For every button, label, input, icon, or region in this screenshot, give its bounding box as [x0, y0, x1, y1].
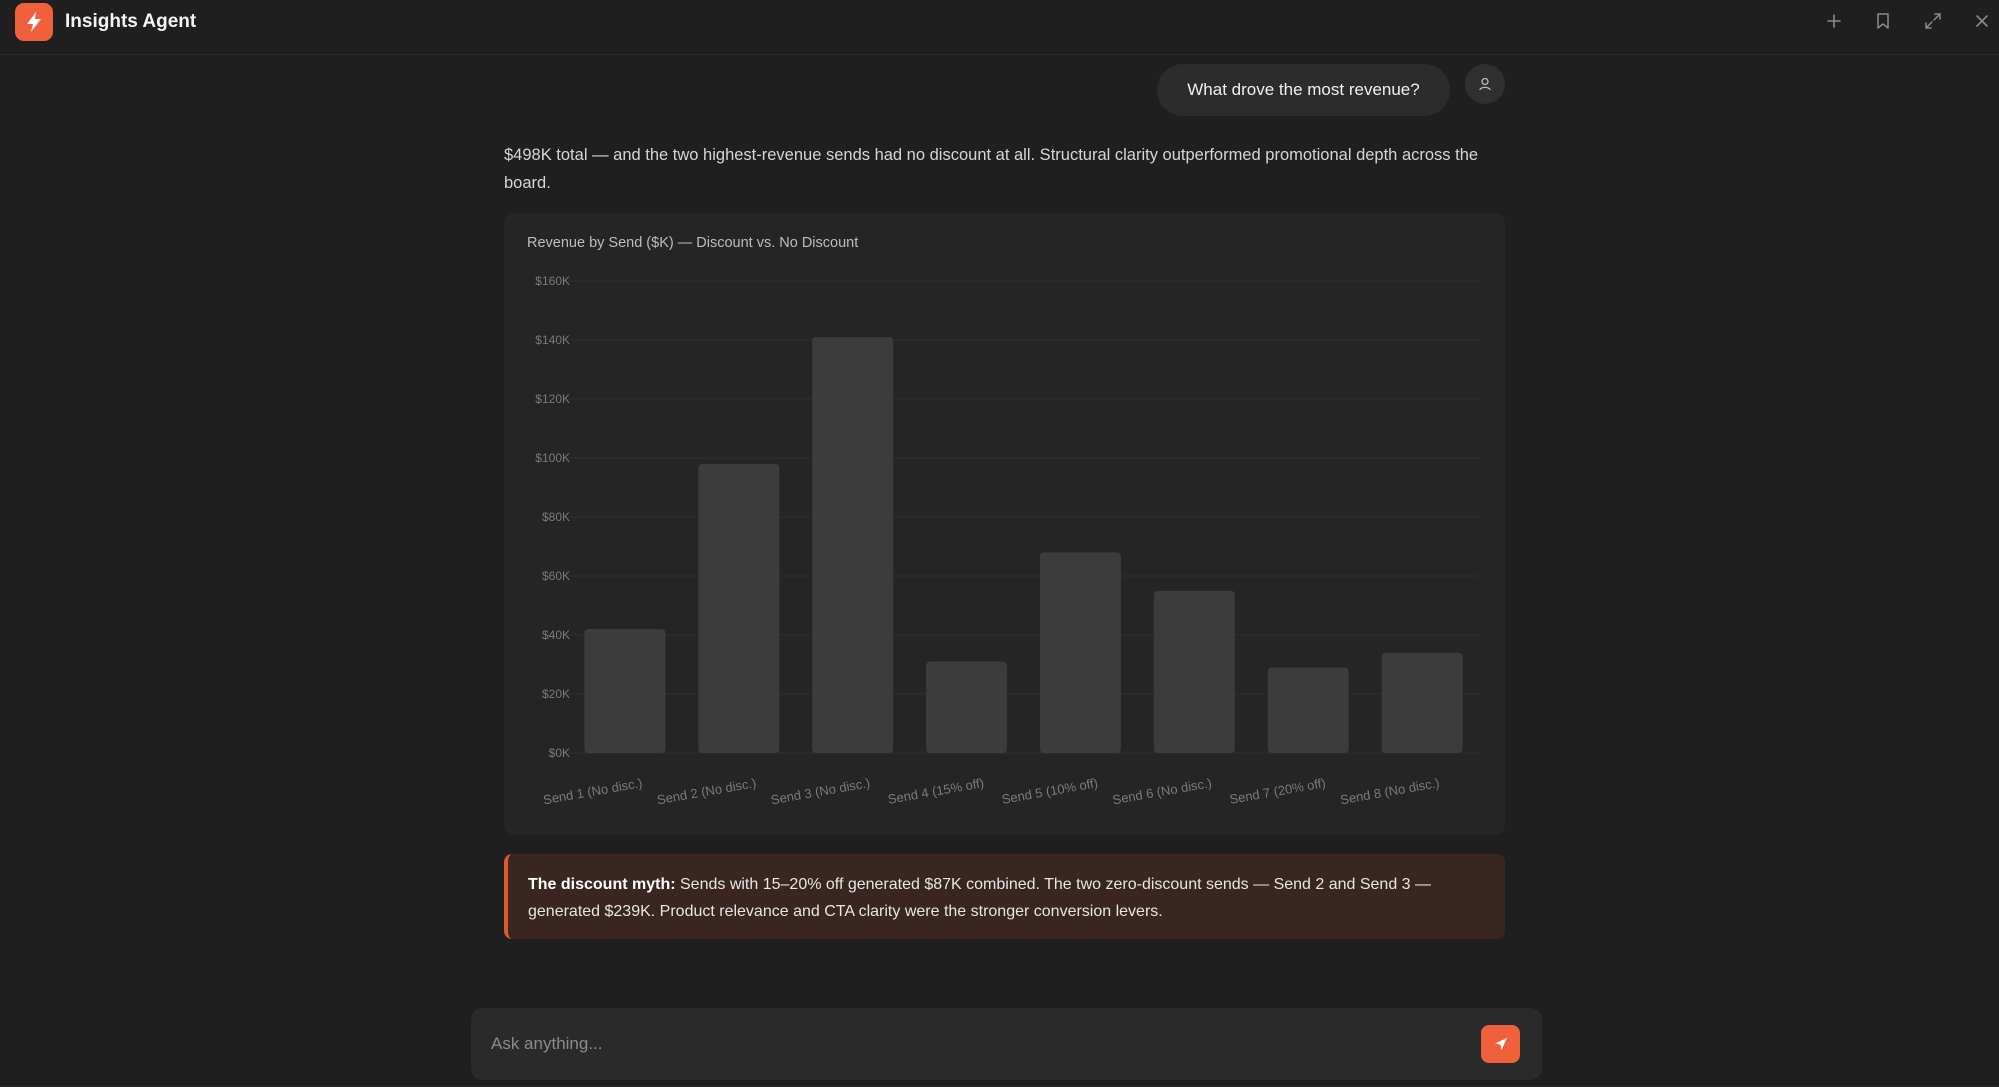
bar[interactable]: [926, 661, 1008, 753]
y-tick-label: $100K: [535, 451, 570, 465]
x-tick-label: Send 4 (15% off): [887, 775, 985, 807]
chart-title: Revenue by Send ($K) — Discount vs. No D…: [527, 235, 859, 251]
chat-input[interactable]: [491, 1026, 1451, 1062]
bookmark-icon[interactable]: [1870, 8, 1896, 34]
x-tick-label: Send 6 (No disc.): [1111, 775, 1213, 807]
bar[interactable]: [698, 463, 780, 753]
lightning-logo-icon: [15, 3, 53, 41]
y-tick-label: $80K: [542, 510, 570, 524]
close-icon[interactable]: [1969, 8, 1995, 34]
x-tick-label: Send 7 (20% off): [1228, 775, 1326, 807]
user-avatar-icon: [1465, 64, 1505, 104]
insight-callout: The discount myth: Sends with 15–20% off…: [504, 854, 1505, 939]
y-tick-label: $20K: [542, 687, 570, 701]
bar[interactable]: [1039, 552, 1121, 753]
bar[interactable]: [1153, 590, 1235, 753]
expand-icon[interactable]: [1920, 8, 1946, 34]
plus-icon[interactable]: [1821, 8, 1847, 34]
x-tick-label: Send 8 (No disc.): [1339, 775, 1441, 807]
x-tick-label: Send 2 (No disc.): [656, 775, 758, 807]
send-button[interactable]: [1481, 1025, 1520, 1063]
chat-input-bar: [471, 1008, 1542, 1080]
app-header: Insights Agent: [0, 0, 1999, 55]
y-tick-label: $40K: [542, 628, 570, 642]
bar[interactable]: [584, 629, 666, 753]
chart-card: Revenue by Send ($K) — Discount vs. No D…: [504, 213, 1505, 835]
y-tick-label: $0K: [549, 746, 570, 760]
user-message-bubble: What drove the most revenue?: [1157, 64, 1450, 116]
x-tick-label: Send 3 (No disc.): [770, 775, 872, 807]
callout-text: Sends with 15–20% off generated $87K com…: [528, 876, 1432, 920]
revenue-bar-chart: $0K $20K $40K $60K $80K $100K $120K $140K $160K S…: [535, 274, 1479, 807]
app-title: Insights Agent: [65, 11, 197, 32]
assistant-answer: $498K total — and the two highest-revenu…: [504, 146, 1479, 192]
callout-heading: The discount myth:: [528, 876, 676, 893]
y-tick-label: $120K: [535, 392, 570, 406]
bar[interactable]: [1267, 667, 1349, 753]
bar[interactable]: [1381, 652, 1463, 753]
x-tick-label: Send 1 (No disc.): [542, 775, 644, 807]
bar[interactable]: [812, 337, 894, 753]
y-tick-label: $140K: [535, 333, 570, 347]
y-tick-label: $160K: [535, 274, 570, 288]
send-arrow-icon: [1494, 1038, 1507, 1050]
x-tick-label: Send 5 (10% off): [1001, 775, 1099, 807]
y-tick-label: $60K: [542, 569, 570, 583]
